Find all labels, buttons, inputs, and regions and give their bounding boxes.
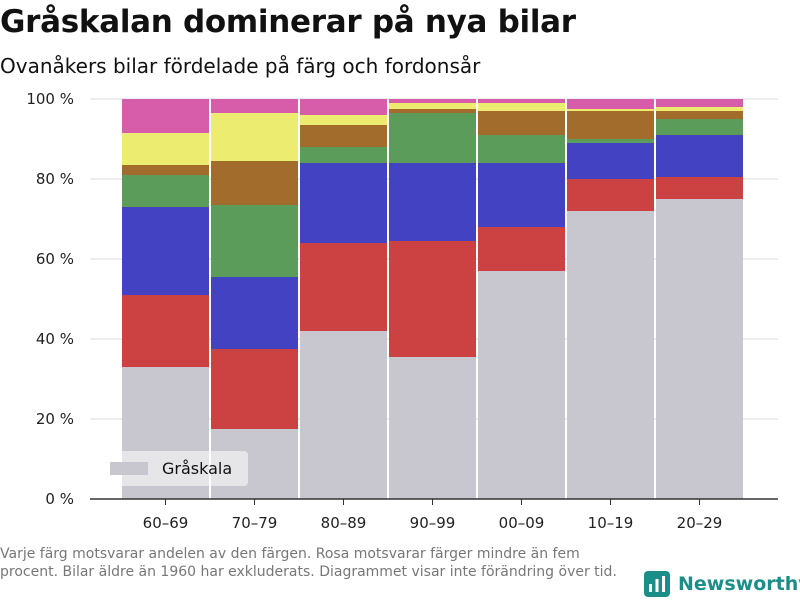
bar-segment-yellow [478, 103, 565, 111]
bar-segment-green [656, 119, 743, 135]
bar-segment-yellow [122, 133, 209, 165]
x-tick-label: 70–79 [232, 514, 278, 532]
axes: 0 % 20 % 40 % 60 % 80 % 100 % 60–69 70–79 80–89 9… [26, 90, 778, 532]
bar-segment-green [122, 175, 209, 207]
y-tick-label: 80 % [36, 170, 74, 188]
bar-segment-grayscale [656, 199, 743, 499]
bar-segment-brown [478, 111, 565, 135]
bar-segment-grayscale [478, 271, 565, 499]
x-tick-label: 00–09 [499, 514, 545, 532]
bar-segment-grayscale [389, 357, 476, 499]
bar-chart-logo-icon [644, 571, 670, 597]
brand-logo[interactable]: Newsworthy [644, 568, 800, 600]
bar-segment-pink [478, 99, 565, 103]
bar-segment-blue [122, 207, 209, 295]
bar-segment-yellow [389, 103, 476, 109]
footnote: Varje färg motsvarar andelen av den färg… [0, 546, 617, 580]
x-tick-label: 90–99 [410, 514, 456, 532]
bar-segment-red [211, 349, 298, 429]
bar-segment-pink [567, 99, 654, 109]
bar-segment-blue [656, 135, 743, 177]
bar-segment-grayscale [567, 211, 654, 499]
bar-segment-pink [656, 99, 743, 107]
legend-swatch-grayscale [110, 462, 148, 475]
legend-label-grayscale: Gråskala [162, 459, 232, 478]
bar-segment-green [567, 139, 654, 143]
stacked-bar-chart: 0 % 20 % 40 % 60 % 80 % 100 % 60–69 70–79 80–89 9… [26, 90, 778, 532]
bar-segment-green [478, 135, 565, 163]
bar-segment-blue [478, 163, 565, 227]
bar-segment-blue [211, 277, 298, 349]
x-tick-label: 60–69 [143, 514, 189, 532]
bar-segment-pink [389, 99, 476, 103]
y-tick-label: 0 % [45, 490, 74, 508]
bar-segment-green [211, 205, 298, 277]
brand-name: Newsworthy [678, 573, 800, 595]
legend-box [100, 451, 248, 486]
bar-segment-blue [389, 163, 476, 241]
bar-segment-brown [122, 165, 209, 175]
bar-segment-red [567, 179, 654, 211]
bar-segment-grayscale [300, 331, 387, 499]
bar-segment-red [300, 243, 387, 331]
bar-segment-yellow [211, 113, 298, 161]
x-tick-label: 80–89 [321, 514, 367, 532]
bar-segment-brown [211, 161, 298, 205]
legend: Gråskala [100, 451, 248, 486]
bar-segment-pink [211, 99, 298, 113]
bar-segment-yellow [300, 115, 387, 125]
y-tick-label: 40 % [36, 330, 74, 348]
bar-segment-blue [300, 163, 387, 243]
bar-segment-brown [300, 125, 387, 147]
bar-segment-red [122, 295, 209, 367]
bar-segment-red [389, 241, 476, 357]
bar-segment-brown [656, 111, 743, 119]
bar-segment-pink [122, 99, 209, 133]
bar-segment-red [478, 227, 565, 271]
x-tick-label: 10–19 [588, 514, 634, 532]
chart-subtitle: Ovanåkers bilar fördelade på färg och fo… [0, 54, 481, 78]
bar-segment-green [300, 147, 387, 163]
y-tick-label: 60 % [36, 250, 74, 268]
x-tick-label: 20–29 [677, 514, 723, 532]
bar-segment-brown [389, 109, 476, 113]
y-tick-label: 100 % [26, 90, 74, 108]
bars [122, 99, 743, 499]
bar-segment-yellow [567, 109, 654, 111]
bar-segment-yellow [656, 107, 743, 111]
bar-segment-blue [567, 143, 654, 179]
bar-segment-red [656, 177, 743, 199]
bar-segment-green [389, 113, 476, 163]
y-tick-label: 20 % [36, 410, 74, 428]
bar-segment-brown [567, 111, 654, 139]
bar-segment-pink [300, 99, 387, 115]
chart-title: Gråskalan dominerar på nya bilar [0, 4, 576, 40]
